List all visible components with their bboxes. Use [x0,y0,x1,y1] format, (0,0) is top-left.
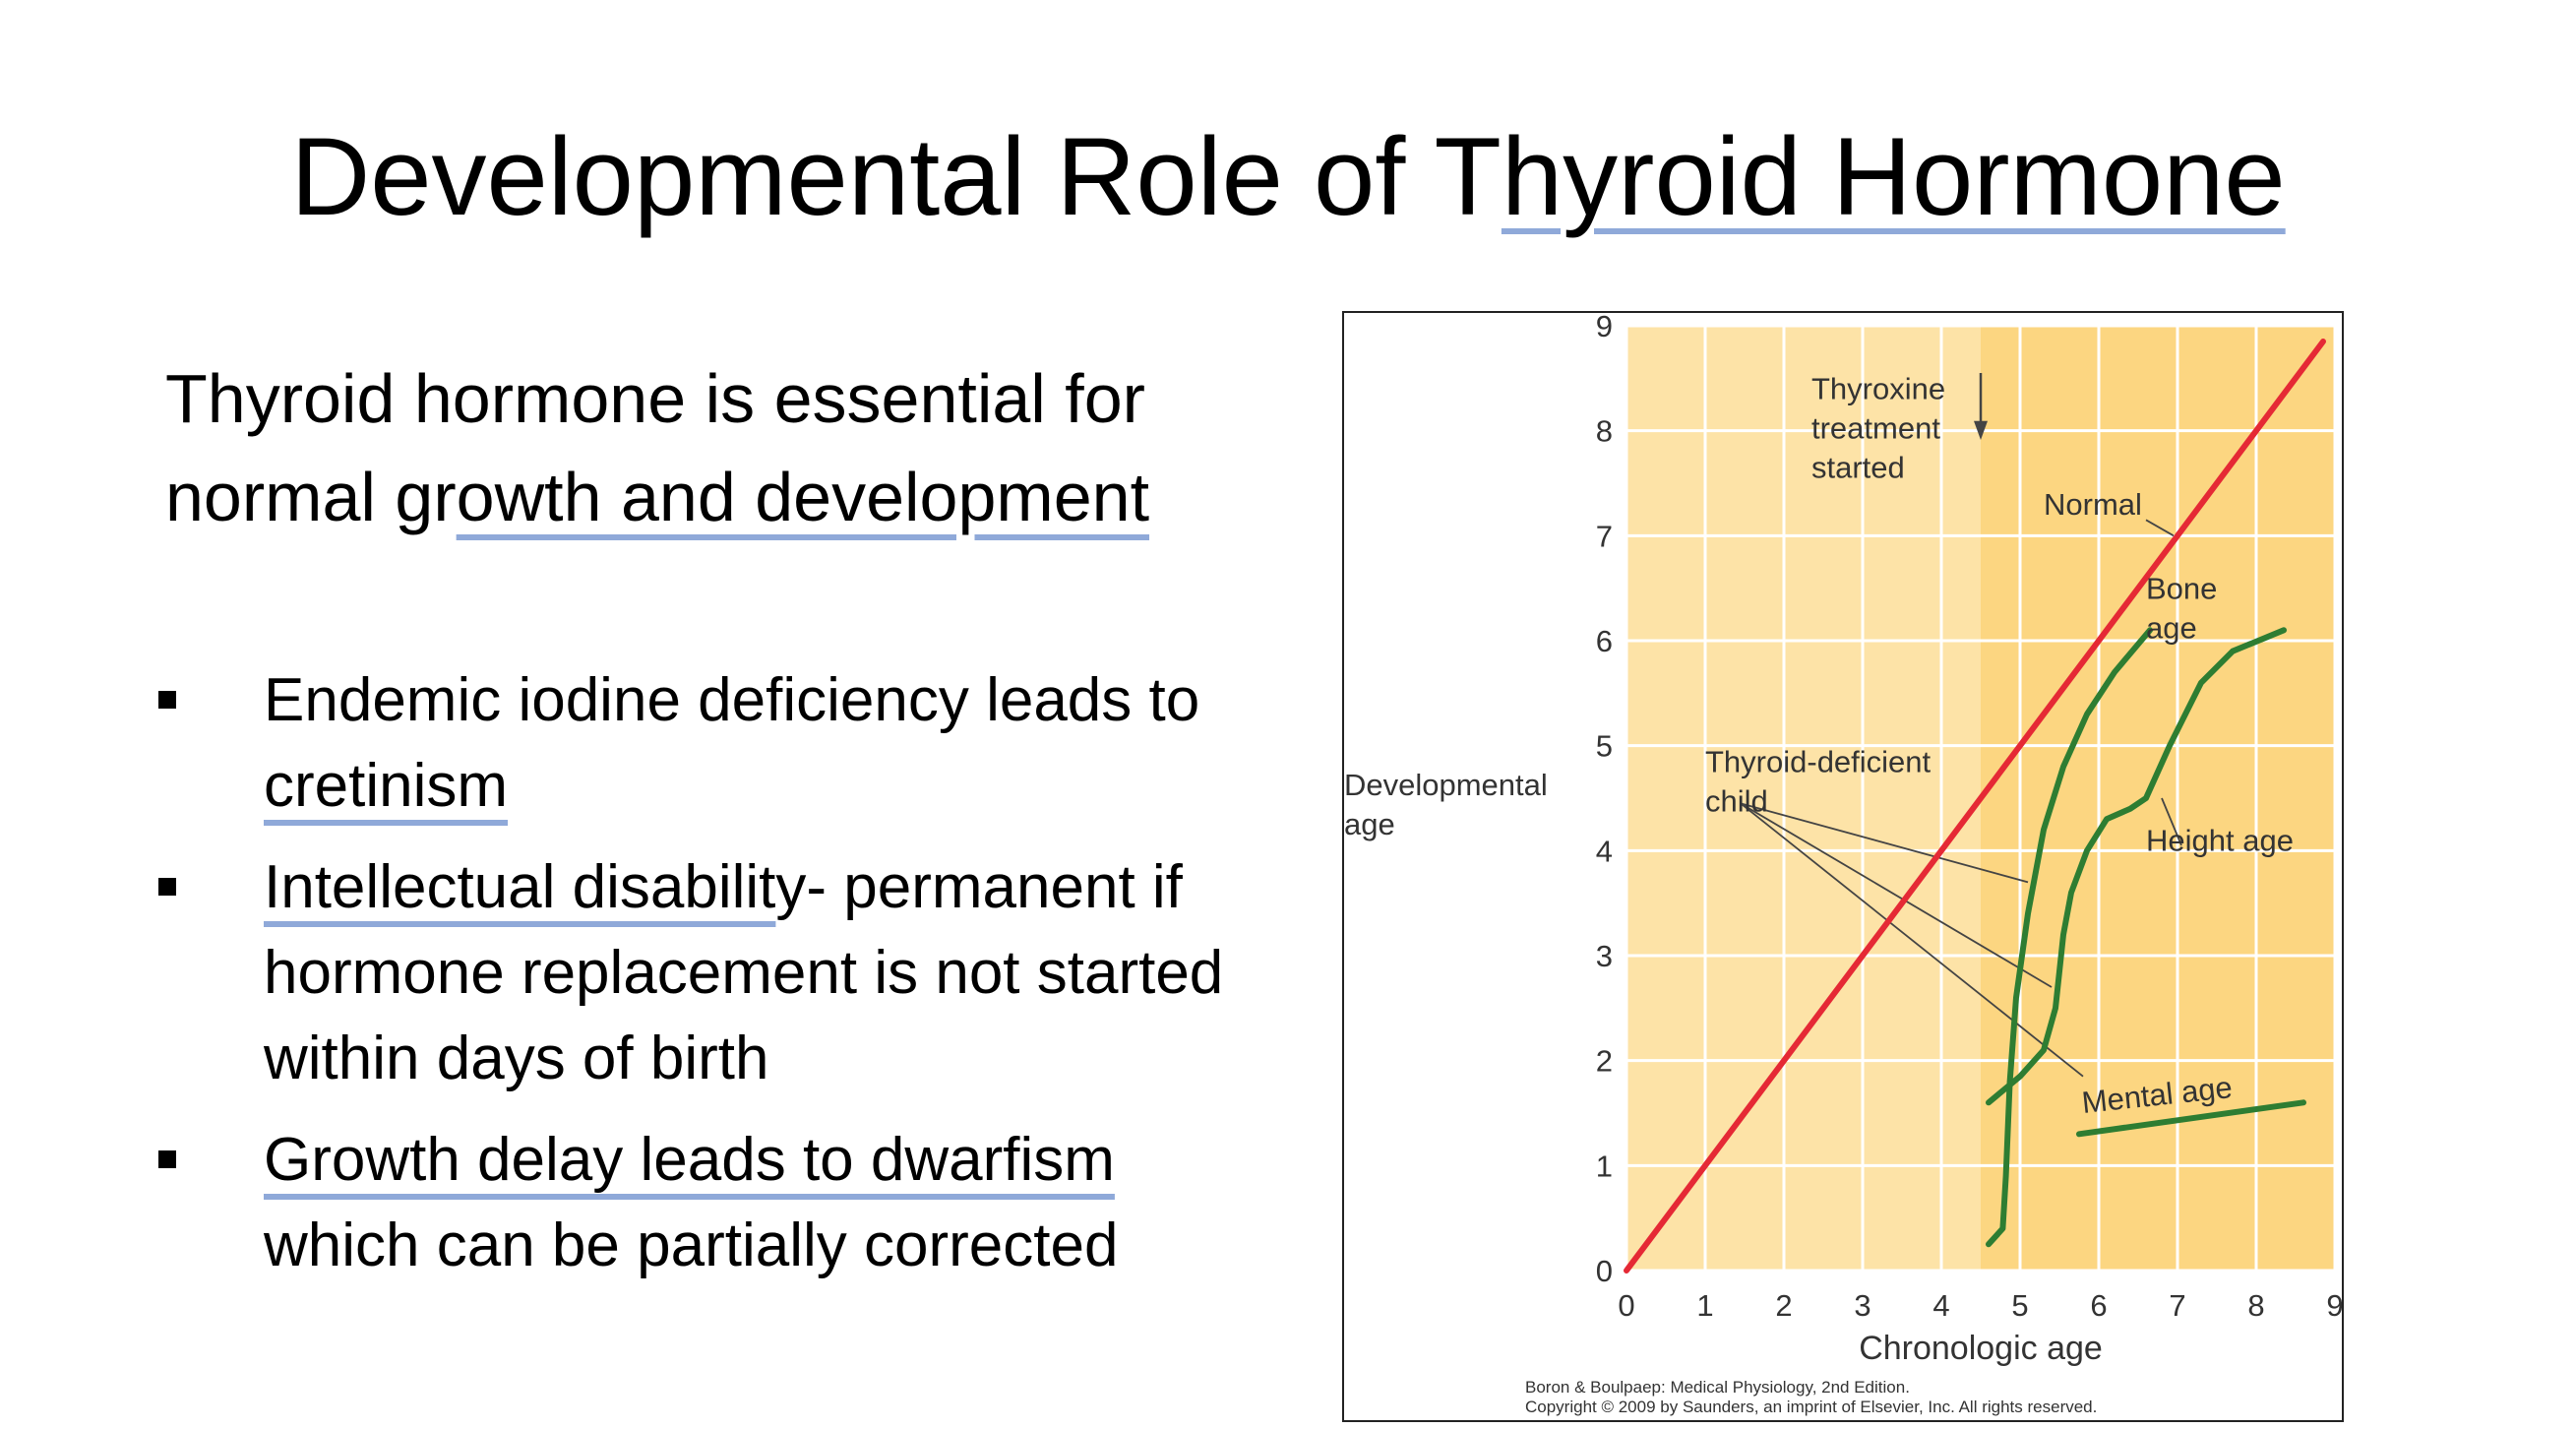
y-tick-label: 2 [1596,1044,1613,1079]
bullet-list: Endemic iodine deficiency leads to creti… [153,657,1284,1304]
title-text-underlined: hyroid Hormone [1501,115,2286,238]
slide-title: Developmental Role of Thyroid Hormone [0,108,2576,246]
y-tick-label: 1 [1596,1149,1613,1183]
x-tick-label: 1 [1696,1288,1713,1323]
x-tick-label: 5 [2011,1288,2028,1323]
square-bullet-icon [158,1150,176,1168]
annotation-pointer-line [1740,802,2084,1078]
thyroxine-arrow-head [1974,420,1988,440]
y-tick-label: 4 [1596,834,1613,868]
annotation-pointer-line [1740,802,2029,884]
intro-text-underlined: owth and development [456,459,1150,535]
annotation-thyroid-deficient-child: Thyroid-deficient child [1705,744,1932,818]
figure-credit-line-2: Copyright © 2009 by Saunders, an imprint… [1525,1398,2097,1416]
square-bullet-icon [158,691,176,709]
annotation-pointer-line [1740,802,2053,988]
intro-text: Thyroid hormone is essential for normal … [165,349,1189,546]
annotation-bone-age: Bone age [2146,571,2217,645]
bullet-item: Intellectual disability- permanent if ho… [153,844,1284,1101]
bullet-text: Endemic iodine deficiency leads to [264,666,1200,734]
x-axis-label: Chronologic age [1859,1330,2103,1367]
title-text: Developmental Role of T [290,115,1502,238]
x-tick-label: 2 [1775,1288,1792,1323]
y-tick-label: 0 [1596,1254,1613,1288]
y-tick-label: 7 [1596,519,1613,553]
bullet-text-underlined: Intellectual disabilit [264,853,776,921]
annotation-pointer-line [2145,519,2175,537]
x-tick-label: 4 [1932,1288,1949,1323]
bullet-text-underlined: Growth delay leads to dwarfism [264,1126,1115,1194]
x-tick-label: 3 [1854,1288,1871,1323]
x-tick-label: 6 [2090,1288,2107,1323]
mental-age-line [2076,1099,2306,1138]
bullet-item: Growth delay leads to dwarfism which can… [153,1117,1284,1288]
y-tick-label: 6 [1596,624,1613,658]
y-tick-label: 5 [1596,729,1613,764]
post-treatment-region [1981,326,2335,1271]
annotation-normal: Normal [2044,487,2142,522]
pre-treatment-region [1626,326,1981,1271]
y-axis-label: Developmental age [1344,768,1548,841]
developmental-age-chart: Boron & Boulpaep: Medical Physiology, 2n… [1344,313,2342,1416]
x-tick-label: 0 [1618,1288,1634,1323]
annotation-pointer-line [2161,797,2182,846]
bullet-text-underlined: cretinism [264,752,509,820]
x-tick-label: 8 [2247,1288,2264,1323]
bullet-item: Endemic iodine deficiency leads to creti… [153,657,1284,829]
square-bullet-icon [158,878,176,896]
y-tick-label: 9 [1596,313,1613,343]
y-tick-label: 8 [1596,414,1613,449]
bone-age-line [1986,627,2153,1248]
bullet-text: y- permanent if hormone replacement is n… [264,853,1224,1092]
chart-figure: Boron & Boulpaep: Medical Physiology, 2n… [1342,311,2344,1422]
figure-credit-line-1: Boron & Boulpaep: Medical Physiology, 2n… [1525,1378,1910,1397]
height-age-line [1986,627,2287,1106]
x-tick-label: 9 [2326,1288,2342,1323]
annotation-height-age: Height age [2146,823,2294,857]
normal-line [1624,339,2326,1274]
annotation-thyroxine-treatment-started: Thyroxine treatment started [1811,372,1945,485]
intro-text-part: Thyroid hormone is essential for normal … [165,360,1145,535]
x-tick-label: 7 [2169,1288,2185,1323]
y-tick-label: 3 [1596,939,1613,973]
bullet-text: which can be partially corrected [264,1212,1119,1279]
